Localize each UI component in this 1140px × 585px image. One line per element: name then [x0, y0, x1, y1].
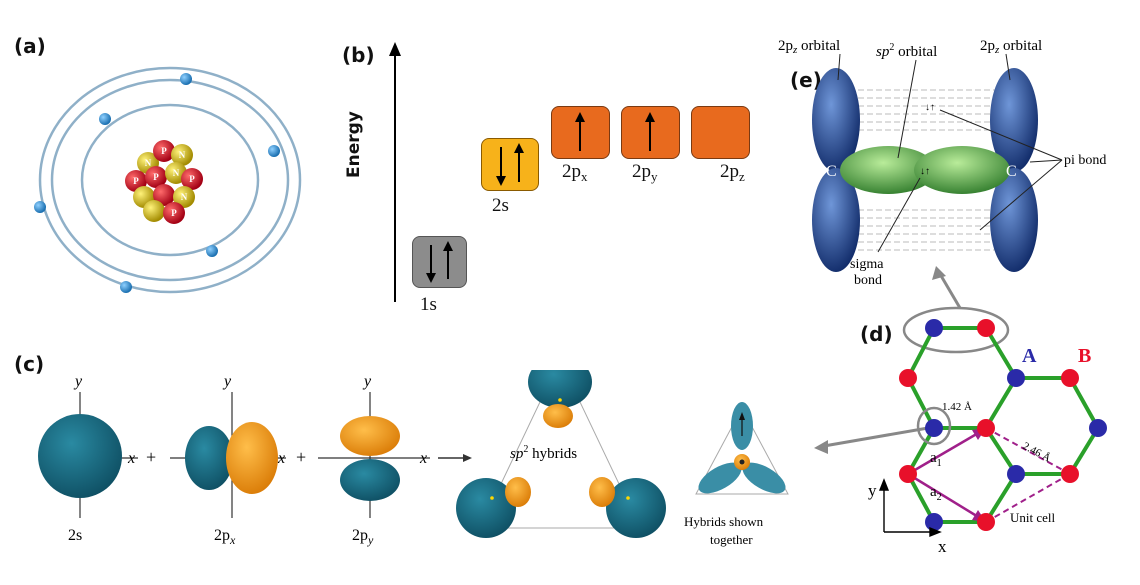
orbital-label-2py: 2py — [632, 161, 658, 184]
proton-label: P — [133, 176, 139, 186]
lattice-axis-y: y — [868, 481, 877, 500]
proton-label: P — [153, 172, 159, 182]
panel-b-label: (b) — [342, 43, 375, 67]
orbital-box-2pz — [691, 106, 750, 159]
pi-bond-lines — [840, 89, 1010, 251]
sp2-orbital-label: sp2 orbital — [876, 42, 937, 60]
atom-diagram: P P P P P N N N N — [34, 66, 302, 294]
pz-lobe — [812, 168, 860, 272]
lattice-constant-label: 2.46 Å — [1021, 440, 1053, 465]
axis-y-label: y — [362, 373, 372, 390]
sigma-bond-label-1: sigma — [850, 257, 884, 272]
electron-pair-arrows — [426, 241, 453, 283]
plus-sign: + — [146, 447, 156, 467]
axis-y-label: y — [73, 373, 83, 390]
highlight-atom-ellipse — [916, 406, 952, 446]
vector-a1-label: a1 — [930, 450, 942, 469]
orbital-box-2px — [551, 106, 610, 159]
sp2-lobe — [840, 146, 936, 194]
callout-arrow-up — [932, 266, 962, 309]
sp2-lobe — [914, 146, 1010, 194]
orbital-label-2px: 2px — [562, 161, 588, 184]
lattice-axis-x: x — [938, 537, 947, 556]
axis-x-label: x — [127, 450, 135, 467]
sigma-bond-label-2: bond — [854, 273, 882, 288]
sublattice-b-label: B — [1078, 345, 1091, 367]
electrons — [34, 73, 280, 293]
electron-pair-arrows — [496, 143, 524, 186]
orbital-label-1s: 1s — [420, 294, 437, 315]
hybridization-diagram: y x + 2s y x + 2px y x 2py sp2 hybrids — [38, 370, 789, 547]
electron-pair-mark: ↓↑ — [925, 102, 935, 113]
carbon-label: C — [1006, 163, 1017, 180]
right-arrow-icon — [438, 454, 472, 462]
orbital-box-2s — [481, 138, 539, 191]
hybrids-together-line2: together — [710, 532, 753, 547]
neutron-label: N — [145, 158, 152, 168]
bonding-diagram: ↓↑ ↓↑ C C 2pz orbital sp2 orbital 2pz or… — [778, 38, 1106, 288]
leader-lines — [837, 53, 1063, 253]
panel-c-label: (c) — [14, 352, 45, 376]
hybrids-together — [695, 402, 789, 495]
proton-label: P — [189, 174, 195, 184]
electron-up-arrow — [645, 112, 655, 151]
xy-axes — [878, 478, 942, 538]
nucleus — [125, 140, 203, 224]
axis-x-label: x — [277, 450, 285, 467]
electron-orbits — [38, 66, 302, 294]
orbital-box-2py — [621, 106, 680, 159]
proton-label: P — [161, 146, 167, 156]
pz-lobe — [812, 68, 860, 172]
pi-bond-label: pi bond — [1064, 153, 1106, 168]
sp2-hybrids-label: sp2 hybrids — [510, 444, 577, 462]
highlight-ellipse — [902, 306, 1010, 354]
pz-lobe — [990, 168, 1038, 272]
plus-sign: + — [296, 447, 306, 467]
pz-orbital-right-label: 2pz orbital — [980, 38, 1042, 56]
electron-up-arrow — [575, 112, 585, 151]
graphene-lattice: A B 1.42 Å 2.46 Å a1 a2 Unit cell y x — [814, 266, 1107, 556]
neutron-label: N — [179, 150, 186, 160]
proton-label: P — [171, 208, 177, 218]
panel-e-label: (e) — [790, 68, 822, 92]
unit-cell-label: Unit cell — [1010, 510, 1056, 525]
px-orbital — [170, 392, 286, 518]
vector-a2-label: a2 — [930, 484, 942, 503]
energy-axis-label: Energy — [344, 111, 364, 178]
energy-axis — [389, 42, 401, 302]
hybrids-together-line1: Hybrids shown — [684, 514, 764, 529]
orbital-label-2s: 2s — [492, 195, 509, 216]
panel-d-label: (d) — [860, 322, 893, 346]
electron-pair-mark: ↓↑ — [920, 166, 930, 177]
sp2-hybrids — [456, 370, 666, 538]
py-orbital — [318, 392, 430, 518]
label-2py: 2py — [352, 527, 374, 547]
orbital-box-1s — [412, 236, 467, 288]
sublattice-a-label: A — [1022, 345, 1037, 367]
panel-a-label: (a) — [14, 34, 46, 58]
neutron-label: N — [181, 192, 188, 202]
s-orbital — [38, 392, 138, 518]
callout-arrow-left — [814, 426, 929, 454]
orbital-label-2pz: 2pz — [720, 161, 745, 184]
label-2px: 2px — [214, 527, 236, 547]
axis-x-label: x — [419, 450, 427, 467]
bond-length-label: 1.42 Å — [942, 401, 972, 413]
lattice-atoms — [899, 319, 1107, 531]
axis-y-label: y — [222, 373, 232, 390]
neutron-label: N — [173, 168, 180, 178]
carbon-label: C — [826, 163, 837, 180]
pz-lobe — [990, 68, 1038, 172]
label-2s: 2s — [68, 527, 82, 544]
pz-orbital-left-label: 2pz orbital — [778, 38, 840, 56]
